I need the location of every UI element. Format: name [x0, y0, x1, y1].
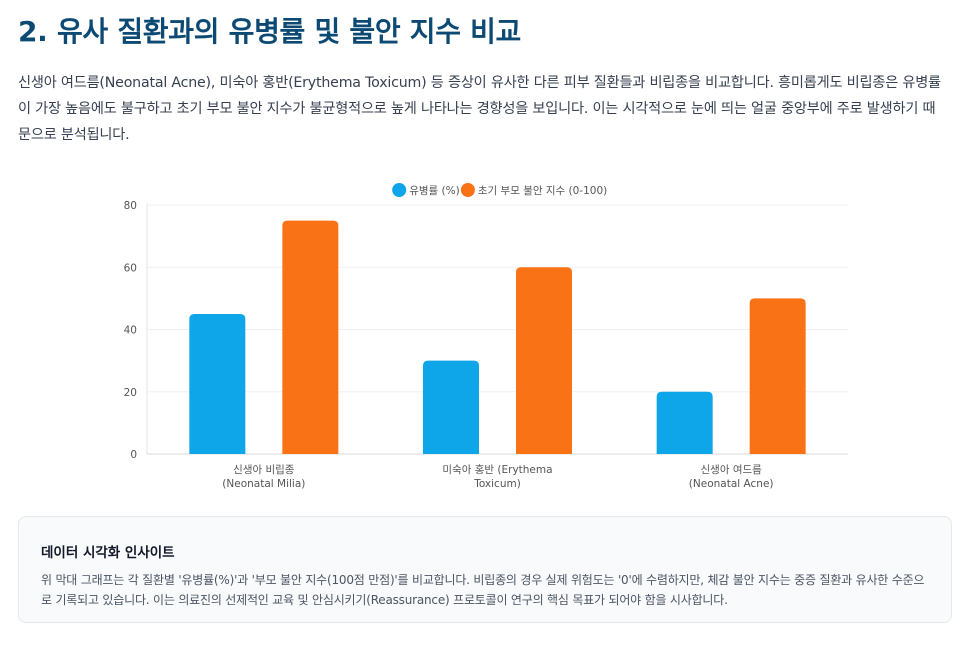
y-tick-label: 60: [124, 262, 137, 274]
x-tick-label: 신생아 여드름: [701, 464, 763, 476]
y-tick-label: 40: [124, 325, 137, 337]
bar-chart-svg: 0 20 40 60 80 신생아 비립종 (Neonatal Milia) 미숙아 홍반 (…: [124, 183, 848, 490]
legend-swatch: [460, 183, 475, 197]
legend-swatch: [392, 183, 407, 197]
x-tick-label: (Neonatal Milia): [222, 478, 305, 490]
page-description: 신생아 여드름(Neonatal Acne), 미숙아 홍반(Erythema …: [18, 75, 941, 143]
x-tick-label: Toxicum): [473, 478, 521, 490]
y-tick-label: 20: [124, 387, 137, 399]
x-tick-label: 신생아 비립종: [233, 463, 295, 476]
page-title: 2. 유사 질환과의 유병률 및 불안 지수 비교: [18, 15, 522, 48]
legend-label: 유병률 (%): [409, 185, 460, 197]
bar-anxiety: [282, 220, 339, 454]
bar-prevalence: [423, 360, 479, 454]
bar-chart: 0 20 40 60 80 신생아 비립종 (Neonatal Milia) 미숙아 홍반 (…: [100, 175, 870, 505]
legend-label: 초기 부모 불안 지수 (0-100): [478, 185, 607, 197]
y-tick-label: 0: [130, 449, 137, 461]
bar-prevalence: [189, 313, 246, 454]
bar-anxiety: [749, 298, 806, 454]
insight-box: 데이터 시각화 인사이트 위 막대 그래프는 각 질환별 '유병률(%)'과 '…: [18, 516, 952, 623]
insight-title: 데이터 시각화 인사이트: [41, 545, 175, 561]
x-tick-label: (Neonatal Acne): [689, 478, 774, 490]
bar-anxiety: [516, 267, 572, 454]
y-tick-label: 80: [124, 200, 137, 212]
insight-text: 위 막대 그래프는 각 질환별 '유병률(%)'과 '부모 불안 지수(100점…: [41, 573, 925, 607]
x-tick-label: 미숙아 홍반 (Erythema: [442, 463, 552, 476]
bar-prevalence: [656, 391, 713, 454]
